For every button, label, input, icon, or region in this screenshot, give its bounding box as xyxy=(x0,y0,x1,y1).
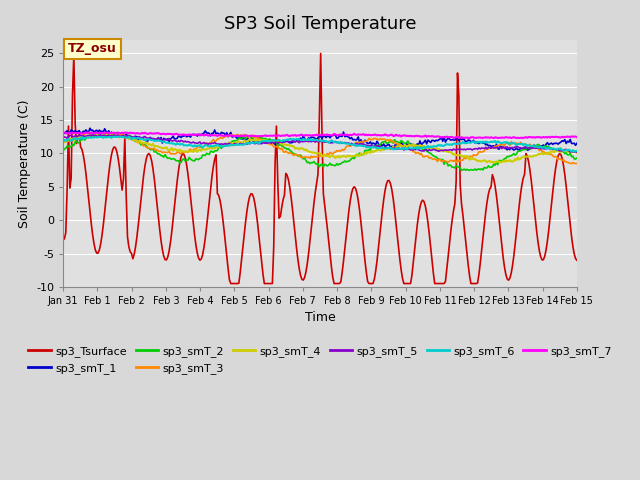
sp3_smT_6 xyxy=(573,148,580,154)
sp3_smT_3 xyxy=(82,131,90,136)
Line: sp3_smT_4: sp3_smT_4 xyxy=(63,134,577,162)
sp3_smT_5 xyxy=(89,132,97,138)
Line: sp3_smT_1: sp3_smT_1 xyxy=(63,128,577,150)
sp3_smT_4 xyxy=(325,154,333,159)
sp3_smT_4 xyxy=(98,131,106,137)
sp3_smT_4 xyxy=(573,150,580,156)
sp3_smT_1 xyxy=(573,141,580,146)
Line: sp3_smT_7: sp3_smT_7 xyxy=(63,132,577,138)
sp3_smT_1 xyxy=(94,129,102,135)
sp3_smT_6 xyxy=(568,149,575,155)
sp3_smT_4 xyxy=(572,149,579,155)
sp3_smT_6 xyxy=(325,140,333,145)
sp3_smT_3 xyxy=(566,161,574,167)
Line: sp3_smT_2: sp3_smT_2 xyxy=(63,133,577,170)
sp3_smT_5 xyxy=(427,147,435,153)
sp3_smT_4 xyxy=(93,132,100,138)
sp3_smT_5 xyxy=(94,134,102,140)
sp3_smT_4 xyxy=(60,139,67,145)
sp3_Tsurface xyxy=(572,256,579,262)
sp3_smT_5 xyxy=(573,149,580,155)
sp3_smT_3 xyxy=(94,131,102,136)
sp3_smT_2 xyxy=(427,151,435,156)
sp3_smT_6 xyxy=(503,139,511,145)
sp3_smT_1 xyxy=(572,143,579,148)
sp3_smT_6 xyxy=(427,144,435,150)
sp3_smT_5 xyxy=(60,133,67,139)
sp3_smT_7 xyxy=(94,130,102,136)
sp3_smT_3 xyxy=(325,152,333,157)
sp3_smT_2 xyxy=(93,131,100,136)
sp3_smT_2 xyxy=(572,156,579,162)
sp3_smT_2 xyxy=(458,167,465,173)
Text: TZ_osu: TZ_osu xyxy=(68,42,117,56)
sp3_smT_3 xyxy=(503,141,511,146)
sp3_smT_1 xyxy=(77,131,84,136)
sp3_smT_4 xyxy=(77,133,84,139)
sp3_smT_2 xyxy=(94,131,102,136)
sp3_smT_2 xyxy=(325,162,333,168)
sp3_smT_5 xyxy=(325,139,333,144)
sp3_Tsurface xyxy=(93,250,100,256)
sp3_smT_3 xyxy=(77,134,84,140)
Line: sp3_smT_3: sp3_smT_3 xyxy=(63,133,577,164)
Line: sp3_smT_6: sp3_smT_6 xyxy=(63,137,577,152)
sp3_smT_2 xyxy=(77,136,84,142)
Legend: sp3_Tsurface, sp3_smT_1, sp3_smT_2, sp3_smT_3, sp3_smT_4, sp3_smT_5, sp3_smT_6, : sp3_Tsurface, sp3_smT_1, sp3_smT_2, sp3_… xyxy=(24,342,616,378)
Title: SP3 Soil Temperature: SP3 Soil Temperature xyxy=(224,15,416,33)
sp3_smT_3 xyxy=(573,161,580,167)
sp3_smT_7 xyxy=(427,133,435,139)
sp3_smT_7 xyxy=(61,130,68,135)
sp3_Tsurface xyxy=(317,50,324,56)
sp3_smT_7 xyxy=(60,130,67,136)
sp3_smT_4 xyxy=(427,144,435,149)
sp3_smT_7 xyxy=(466,135,474,141)
sp3_smT_1 xyxy=(60,130,67,136)
sp3_smT_6 xyxy=(60,139,67,144)
sp3_smT_3 xyxy=(60,141,67,146)
sp3_smT_3 xyxy=(427,155,435,160)
sp3_smT_6 xyxy=(572,148,579,154)
sp3_Tsurface xyxy=(227,281,235,287)
sp3_smT_7 xyxy=(504,135,512,141)
sp3_smT_5 xyxy=(570,149,578,155)
sp3_Tsurface xyxy=(573,257,580,263)
sp3_smT_1 xyxy=(503,147,511,153)
sp3_smT_2 xyxy=(60,148,67,154)
sp3_smT_1 xyxy=(86,125,94,131)
sp3_smT_2 xyxy=(573,155,580,161)
Line: sp3_smT_5: sp3_smT_5 xyxy=(63,135,577,152)
sp3_smT_2 xyxy=(504,154,512,160)
sp3_smT_4 xyxy=(504,158,512,164)
sp3_smT_4 xyxy=(492,159,499,165)
sp3_smT_6 xyxy=(97,134,104,140)
sp3_smT_3 xyxy=(572,161,579,167)
Y-axis label: Soil Temperature (C): Soil Temperature (C) xyxy=(17,99,31,228)
sp3_smT_6 xyxy=(77,136,84,142)
sp3_Tsurface xyxy=(428,257,436,263)
sp3_smT_7 xyxy=(325,132,333,138)
sp3_smT_7 xyxy=(572,133,579,139)
sp3_Tsurface xyxy=(326,252,334,258)
X-axis label: Time: Time xyxy=(305,312,335,324)
sp3_smT_7 xyxy=(78,131,86,136)
sp3_smT_1 xyxy=(325,133,333,139)
sp3_smT_5 xyxy=(77,132,84,138)
sp3_smT_1 xyxy=(427,140,435,145)
sp3_smT_1 xyxy=(524,147,531,153)
sp3_smT_6 xyxy=(93,134,100,140)
sp3_smT_7 xyxy=(573,134,580,140)
sp3_Tsurface xyxy=(77,144,84,150)
sp3_smT_5 xyxy=(503,144,511,150)
Line: sp3_Tsurface: sp3_Tsurface xyxy=(63,53,577,284)
sp3_Tsurface xyxy=(504,277,512,283)
sp3_Tsurface xyxy=(60,237,67,243)
